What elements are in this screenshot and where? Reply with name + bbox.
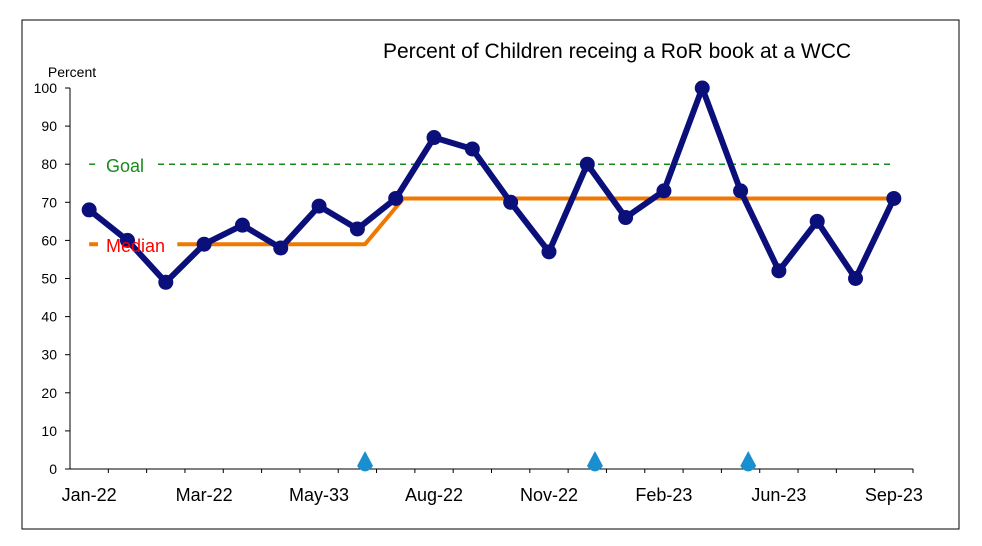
data-point bbox=[158, 274, 174, 290]
y-tick-label: 80 bbox=[41, 156, 57, 172]
data-point bbox=[196, 236, 212, 252]
x-tick-label: Nov-22 bbox=[520, 485, 578, 505]
data-point bbox=[541, 244, 557, 260]
data-point bbox=[733, 183, 749, 199]
y-tick-label: 20 bbox=[41, 385, 57, 401]
data-point bbox=[273, 240, 289, 256]
data-point bbox=[618, 210, 634, 226]
data-point bbox=[119, 232, 135, 248]
series-line bbox=[86, 85, 897, 286]
x-tick-label: Sep-23 bbox=[865, 485, 923, 505]
y-tick-label: 30 bbox=[41, 347, 57, 363]
series-layer bbox=[81, 80, 902, 290]
data-point bbox=[848, 271, 864, 286]
triangle-marker bbox=[586, 451, 603, 472]
x-tick-label: Aug-22 bbox=[405, 485, 463, 505]
chart-title: Percent of Children receing a RoR book a… bbox=[383, 40, 851, 63]
data-point bbox=[694, 80, 710, 96]
x-tick-label: Feb-23 bbox=[635, 485, 692, 505]
data-point bbox=[579, 156, 595, 172]
data-point bbox=[656, 183, 672, 199]
data-point bbox=[81, 202, 97, 218]
y-tick-label: 70 bbox=[41, 194, 57, 210]
triangle-marker bbox=[357, 451, 374, 472]
y-axis-ticks: 0 10 20 30 40 50 60 70 80 90 100 bbox=[34, 80, 70, 477]
data-point bbox=[503, 194, 519, 210]
data-point bbox=[426, 130, 442, 146]
data-point bbox=[809, 213, 825, 229]
x-tick-label: Mar-22 bbox=[176, 485, 233, 505]
y-tick-label: 60 bbox=[41, 232, 57, 248]
y-tick-label: 10 bbox=[41, 423, 57, 439]
data-point bbox=[349, 221, 365, 237]
x-axis-ticks: Jan-22 Mar-22 May-33 Aug-22 Nov-22 Feb-23 Jun-… bbox=[62, 469, 923, 505]
y-tick-label: 0 bbox=[49, 461, 57, 477]
y-tick-label: 90 bbox=[41, 118, 57, 134]
marker-layer bbox=[357, 451, 757, 472]
y-tick-label: 50 bbox=[41, 271, 57, 287]
x-tick-label: May-33 bbox=[289, 485, 349, 505]
data-point bbox=[886, 190, 902, 206]
y-axis-label: Percent bbox=[48, 64, 96, 80]
goal-label: Goal bbox=[106, 156, 144, 176]
x-tick-label: Jun-23 bbox=[751, 485, 806, 505]
x-tick-label: Jan-22 bbox=[62, 485, 117, 505]
data-point bbox=[771, 263, 787, 279]
data-point bbox=[234, 217, 250, 233]
y-tick-label: 100 bbox=[34, 80, 58, 96]
chart-border bbox=[21, 19, 960, 530]
median-label: Median bbox=[106, 236, 165, 256]
data-point bbox=[464, 141, 480, 157]
data-point bbox=[388, 190, 404, 206]
triangle-marker bbox=[740, 451, 757, 472]
data-point bbox=[311, 198, 327, 214]
y-tick-label: 40 bbox=[41, 309, 57, 325]
